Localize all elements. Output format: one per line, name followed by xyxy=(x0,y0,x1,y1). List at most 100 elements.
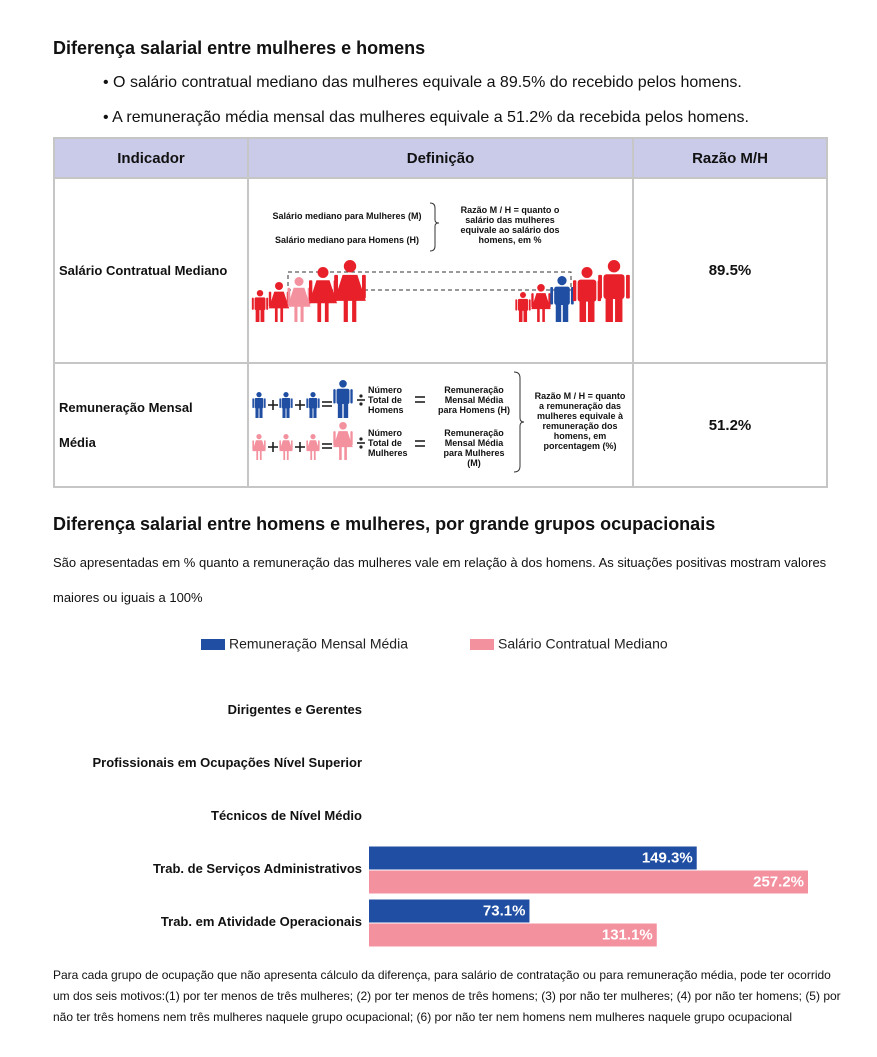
arm xyxy=(515,299,518,311)
bracket xyxy=(513,371,525,473)
leg xyxy=(313,407,317,418)
body xyxy=(279,440,293,452)
arm xyxy=(264,398,266,409)
leg xyxy=(294,305,298,322)
arm xyxy=(531,293,534,308)
bar xyxy=(369,870,808,894)
leg xyxy=(256,450,259,460)
leg xyxy=(283,450,286,460)
leg xyxy=(255,407,259,418)
leg xyxy=(537,308,540,322)
leg xyxy=(260,308,265,322)
arm xyxy=(333,431,336,446)
arm xyxy=(266,297,269,310)
torso xyxy=(336,388,350,404)
head xyxy=(581,267,593,278)
head xyxy=(339,422,347,430)
leg xyxy=(324,302,329,322)
head xyxy=(256,434,262,440)
paragraph: São apresentadas em % quanto a remuneraç… xyxy=(53,555,827,605)
leg xyxy=(562,302,569,322)
legend-swatch xyxy=(201,639,225,650)
torso xyxy=(603,274,625,300)
diagram-label: Salário mediano para Homens (H) xyxy=(274,235,420,245)
section-title: Diferença salarial entre homens e mulher… xyxy=(53,514,716,534)
leg xyxy=(344,446,347,460)
leg xyxy=(542,308,545,322)
torso xyxy=(254,397,264,409)
arm xyxy=(362,274,366,299)
man-icon xyxy=(251,290,269,322)
torso xyxy=(517,298,529,311)
leg xyxy=(310,450,313,460)
value-label: 73.1% xyxy=(483,902,526,919)
arm xyxy=(350,431,353,446)
body xyxy=(333,431,353,448)
head xyxy=(294,277,304,286)
bullet: • A remuneração média mensal das mulhere… xyxy=(103,109,749,126)
body xyxy=(308,280,338,304)
head xyxy=(537,284,545,292)
body xyxy=(287,287,311,307)
bar xyxy=(369,923,657,947)
leg xyxy=(352,299,357,322)
head xyxy=(339,380,347,388)
leg xyxy=(300,305,304,322)
indicator-cell: Remuneração Mensal Média xyxy=(53,362,249,488)
body xyxy=(334,274,366,301)
arm xyxy=(626,274,630,299)
man-icon xyxy=(550,276,574,322)
man-icon xyxy=(333,380,353,418)
leg xyxy=(339,446,342,460)
arm xyxy=(287,287,291,305)
arm xyxy=(251,297,254,310)
value-label: 149.3% xyxy=(642,849,693,866)
woman-icon xyxy=(268,282,290,322)
arm xyxy=(350,389,353,404)
section-title: Diferença salarial entre mulheres e home… xyxy=(53,38,426,58)
arm xyxy=(252,398,254,409)
woman-icon xyxy=(279,434,293,460)
chart: Remuneração Mensal Média Salário Contratu… xyxy=(93,636,808,947)
arm xyxy=(550,287,554,305)
head xyxy=(343,260,357,273)
arm xyxy=(291,398,293,409)
definition-cell xyxy=(247,362,634,488)
leg xyxy=(317,302,322,322)
category-label: Técnicos de Nível Médio xyxy=(211,808,362,823)
arm xyxy=(279,440,281,451)
dashed-box xyxy=(287,271,572,291)
indicator-table: Indicador Definição Razão M/H Salário Cont… xyxy=(53,137,828,488)
indicator-text: Remuneração Mensal Média xyxy=(59,400,193,450)
arm xyxy=(318,440,320,451)
bracket xyxy=(429,202,440,252)
head xyxy=(310,392,316,398)
leg xyxy=(579,298,587,322)
ratio-cell: 51.2% xyxy=(632,362,828,488)
head xyxy=(557,276,567,286)
woman-icon xyxy=(287,277,311,322)
body xyxy=(531,293,551,310)
torso xyxy=(281,397,291,409)
woman-icon xyxy=(333,422,353,460)
bullet: • O salário contratual mediano das mulhe… xyxy=(103,74,742,91)
arm xyxy=(572,280,577,302)
body xyxy=(306,440,320,452)
leg xyxy=(313,450,316,460)
category-label: Profissionais em Ocupações Nível Superio… xyxy=(93,755,362,770)
operators xyxy=(268,394,425,452)
arm xyxy=(548,293,551,308)
leg xyxy=(555,302,562,322)
bar xyxy=(369,846,697,870)
value-label: 131.1% xyxy=(602,926,653,943)
leg xyxy=(286,407,290,418)
arm xyxy=(252,440,254,451)
head xyxy=(310,434,316,440)
header-cell: Definição xyxy=(247,137,634,179)
head xyxy=(256,392,262,398)
torso xyxy=(577,279,597,302)
torso xyxy=(308,397,318,409)
ratio-cell: 89.5% xyxy=(632,177,828,364)
man-icon xyxy=(515,292,531,322)
